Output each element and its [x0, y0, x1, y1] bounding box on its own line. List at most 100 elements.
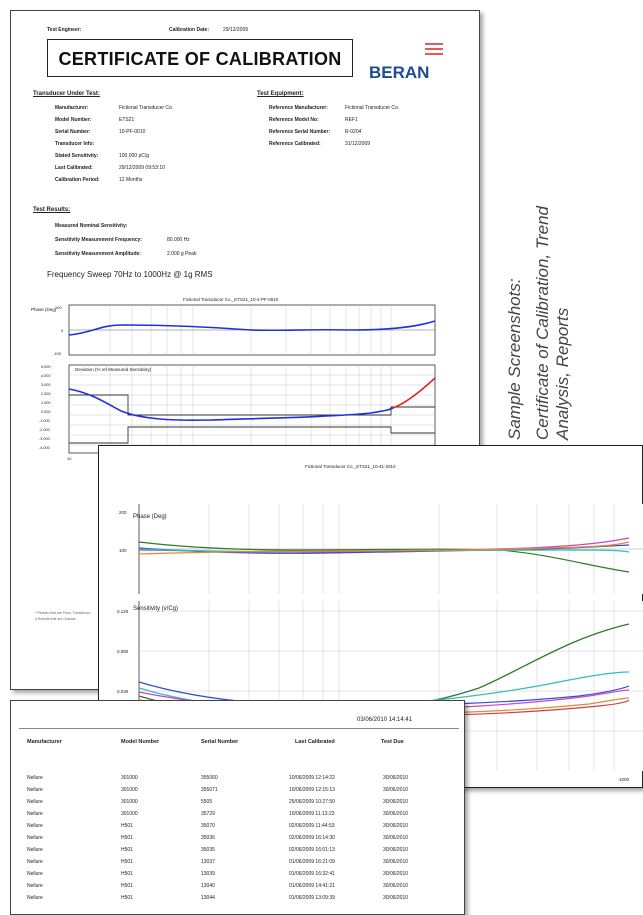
- column-header: Model Number: [121, 739, 160, 745]
- cell: 30/06/2010: [383, 871, 409, 877]
- cell: 25/06/2009 10:27:50: [289, 799, 335, 805]
- cert-phase-chart: Phase (Deg) 100 0 -100: [31, 304, 436, 356]
- cell: H501: [121, 895, 133, 901]
- column-header: Manufacturer: [27, 739, 62, 745]
- cell: 30/06/2010: [383, 847, 409, 853]
- trend-phase-tick: 200: [119, 510, 127, 515]
- cell: 30/06/2010: [383, 787, 409, 793]
- footnote-1: * Results that are Pass: Transducer...: [35, 611, 93, 615]
- cert-chart-title: Fictional Transducer Co._ETS21_10-4-PF-0…: [183, 297, 279, 302]
- svg-text:5.000: 5.000: [41, 365, 51, 369]
- x-tick: 10: [67, 456, 72, 461]
- cell: Nellure: [27, 775, 43, 781]
- svg-text:0.120: 0.120: [117, 609, 129, 614]
- side-caption: Sample Screenshots: Certificate of Calib…: [505, 0, 573, 440]
- tut-value: Fictional Transducer Co.: [119, 105, 174, 111]
- tut-value: 12 Months: [119, 177, 143, 183]
- tut-value: 100.000 pC/g: [119, 153, 150, 159]
- result-label: Sensitivity Measurement Frequency:: [55, 237, 142, 243]
- cell: 01/06/2009 14:41:21: [289, 883, 335, 889]
- report-divider: [19, 728, 459, 729]
- report-sheet: 03/06/2010 14:14:41 Manufacturer Model N…: [10, 700, 465, 915]
- cell: 02/06/2009 11:44:53: [289, 823, 335, 829]
- results-heading: Test Results:: [33, 207, 71, 213]
- certificate-title-box: CERTIFICATE OF CALIBRATION: [47, 39, 353, 77]
- svg-text:-2.000: -2.000: [39, 428, 50, 432]
- tut-label: Transducer Info:: [55, 141, 95, 147]
- tut-heading: Transducer Under Test:: [33, 91, 100, 97]
- tut-label: Manufacturer:: [55, 105, 89, 111]
- result-label: Sensitivity Measurement Amplitude:: [55, 251, 141, 257]
- te-value: R-0204: [345, 129, 362, 135]
- cert-deviation-chart: Deviation (% ref Measured Sensitivity) 5…: [39, 364, 437, 461]
- tut-value: 10-PF-0010: [119, 129, 146, 135]
- trend-phase-tick: 100: [119, 548, 127, 553]
- svg-text:0.090: 0.090: [117, 649, 129, 654]
- te-label: Reference Serial Number:: [269, 129, 331, 135]
- svg-text:0.030: 0.030: [117, 689, 129, 694]
- tut-label: Serial Number:: [55, 129, 91, 135]
- cell: 5505: [201, 799, 213, 805]
- cell: H501: [121, 859, 133, 865]
- te-value: Fictional Transducer Co.: [345, 105, 400, 111]
- tolerance-lower: [69, 426, 435, 444]
- te-label: Reference Manufacturer:: [269, 105, 328, 111]
- cell: Nellure: [27, 799, 43, 805]
- cell: 355071: [201, 787, 218, 793]
- cell: 30/06/2010: [383, 895, 409, 901]
- cell: 13039: [201, 871, 215, 877]
- phase-tick: -100: [53, 351, 62, 356]
- calibration-date-value: 29/12/2009: [223, 27, 249, 33]
- phase-label: Phase (Deg): [31, 307, 57, 312]
- cell: 35070: [201, 823, 215, 829]
- trend-phase-series-orange: [138, 541, 630, 555]
- cell: Nellure: [27, 835, 43, 841]
- cell: Nellure: [27, 883, 43, 889]
- report-timestamp: 03/06/2010 14:14:41: [357, 717, 413, 723]
- cell: 01/06/2009 13:09:39: [289, 895, 335, 901]
- cell: 01/06/2009 16:21:09: [289, 859, 335, 865]
- cell: 35036: [201, 835, 215, 841]
- caption-line-b: Analysis, Reports: [553, 307, 572, 440]
- cell: 30/06/2010: [383, 883, 409, 889]
- cell: Nellure: [27, 895, 43, 901]
- certificate-title: CERTIFICATE OF CALIBRATION: [58, 49, 342, 69]
- cell: 02/06/2009 16:01:13: [289, 847, 335, 853]
- result-label: Measured Nominal Sensitivity:: [55, 223, 128, 229]
- cell: H501: [121, 871, 133, 877]
- column-header: Test Due: [381, 739, 404, 745]
- cell: 30/06/2010: [383, 775, 409, 781]
- tolerance-upper: [69, 394, 435, 416]
- deviation-label: Deviation (% ref Measured Sensitivity): [75, 367, 152, 372]
- cell: 10/06/2009 11:13:23: [289, 811, 335, 817]
- cell: 301000: [121, 799, 138, 805]
- svg-text:-3.000: -3.000: [39, 437, 50, 441]
- cell: 30/06/2010: [383, 811, 409, 817]
- cell: 301000: [121, 787, 138, 793]
- trend-phase-chart: Phase (Deg) 200 100: [119, 504, 643, 594]
- cell: Nellure: [27, 847, 43, 853]
- cell: 30/06/2010: [383, 835, 409, 841]
- cell: 02/06/2009 16:14:30: [289, 835, 335, 841]
- phase-tick: 100: [55, 305, 62, 310]
- trend-phase-series-green: [138, 541, 630, 573]
- phase-curve: [68, 320, 436, 336]
- cell: 01/06/2009 16:32:41: [289, 871, 335, 877]
- cell: H501: [121, 847, 133, 853]
- svg-text:3.000: 3.000: [41, 383, 51, 387]
- test-engineer-label: Test Engineer:: [47, 27, 82, 33]
- svg-text:0.000: 0.000: [41, 410, 51, 414]
- cell: 35035: [201, 847, 215, 853]
- tut-value: 29/12/2009 09:53:10: [119, 165, 165, 171]
- cell: 10/06/2009 12:15:13: [289, 787, 335, 793]
- cell: H501: [121, 823, 133, 829]
- te-value: REF1: [345, 117, 358, 123]
- te-label: Reference Calibrated:: [269, 141, 321, 147]
- tut-label: Last Calibrated:: [55, 165, 93, 171]
- te-value: 31/12/2009: [345, 141, 371, 147]
- calibration-date-label: Calibration Date:: [169, 27, 210, 33]
- sweep-title: Frequency Sweep 70Hz to 1000Hz @ 1g RMS: [47, 270, 213, 279]
- cell: H501: [121, 835, 133, 841]
- cell: H501: [121, 883, 133, 889]
- cell: 13040: [201, 883, 215, 889]
